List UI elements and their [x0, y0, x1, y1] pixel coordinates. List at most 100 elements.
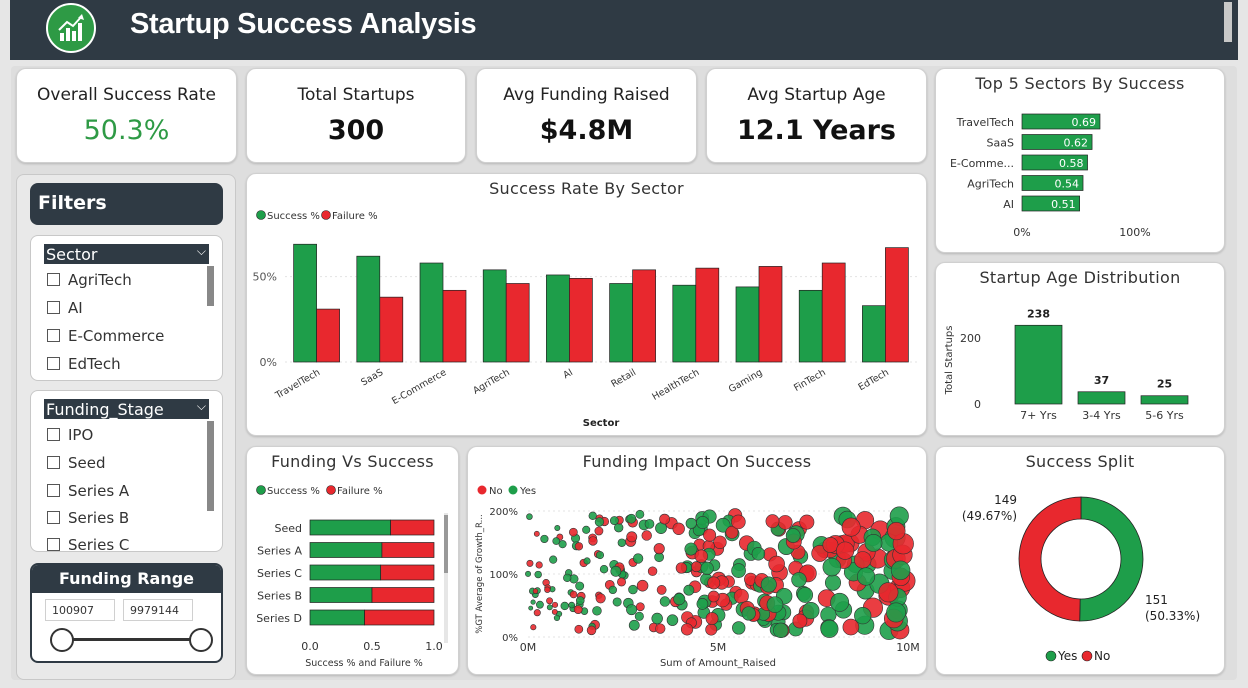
- checkbox[interactable]: [47, 428, 60, 441]
- slicer-label: Sector: [46, 245, 98, 264]
- y-tick-label: 0%: [502, 633, 518, 644]
- bar-failure: [316, 308, 340, 363]
- scatter-point: [768, 555, 785, 573]
- range-min-handle[interactable]: [50, 628, 74, 652]
- kpi-label: Overall Success Rate: [37, 85, 216, 105]
- scatter-point: [785, 528, 801, 543]
- bar-success: [862, 305, 886, 363]
- scatter-point: [533, 530, 540, 537]
- legend-label-success: Success %: [267, 211, 320, 222]
- slicer-item-label: Seed: [68, 454, 106, 472]
- scatter-point: [773, 622, 789, 639]
- slicer-item[interactable]: AgriTech: [47, 271, 132, 291]
- checkbox[interactable]: [47, 484, 60, 497]
- legend-label-failure: Failure %: [332, 211, 378, 222]
- scatter-point: [822, 557, 842, 577]
- scatter-point: [751, 547, 766, 561]
- kpi-card-avg-funding: Avg Funding Raised $4.8M: [476, 68, 697, 163]
- scatter-point: [612, 597, 622, 607]
- x-tick-label: 0M: [520, 641, 537, 654]
- slicer-item[interactable]: IPO: [47, 426, 93, 446]
- scatter-point: [887, 522, 906, 541]
- scatter-point: [760, 576, 777, 593]
- sector-slicer[interactable]: Sector ⌵ AgriTech AI E-Commerce EdTech: [30, 235, 223, 381]
- sector-slicer-header[interactable]: Sector ⌵: [44, 244, 209, 264]
- scatter-point: [569, 590, 578, 599]
- chevron-down-icon[interactable]: ⌵: [196, 399, 206, 413]
- checkbox[interactable]: [47, 456, 60, 469]
- slicer-item[interactable]: Series C: [47, 536, 129, 551]
- legend-label-yes: Yes: [1057, 649, 1077, 663]
- y-axis-title: %GT Average of Growth_R...: [475, 514, 485, 633]
- x-axis-title: Sector: [583, 418, 620, 429]
- scatter-point: [575, 581, 585, 591]
- x-tick-label: 3-4 Yrs: [1082, 409, 1121, 422]
- slicer-item[interactable]: Series B: [47, 509, 129, 529]
- checkbox[interactable]: [47, 511, 60, 524]
- legend-marker-no: [1081, 650, 1093, 662]
- slicer-item[interactable]: Series A: [47, 482, 129, 502]
- chevron-down-icon[interactable]: ⌵: [196, 244, 206, 258]
- scatter-point: [705, 612, 719, 625]
- scrollbar[interactable]: [1224, 2, 1232, 42]
- checkbox[interactable]: [47, 329, 60, 342]
- range-max-handle[interactable]: [189, 628, 213, 652]
- scatter-point: [731, 563, 746, 578]
- bar-success: [546, 274, 570, 363]
- scatter-point: [655, 623, 666, 634]
- scatter-point: [856, 567, 876, 586]
- kpi-card-avg-age: Avg Startup Age 12.1 Years: [706, 68, 927, 163]
- page-title: Startup Success Analysis: [130, 8, 477, 40]
- range-max-input[interactable]: 9979144: [123, 599, 193, 621]
- slicer-item[interactable]: Seed: [47, 454, 106, 474]
- scatter-point: [526, 559, 534, 567]
- bar-success: [735, 286, 760, 363]
- checkbox[interactable]: [47, 538, 60, 551]
- slicer-item[interactable]: AI: [47, 299, 83, 319]
- slicer-item[interactable]: EdTech: [47, 355, 121, 375]
- checkbox[interactable]: [47, 357, 60, 370]
- funding-stage-slicer[interactable]: Funding_Stage ⌵ IPO Seed Series A Series…: [30, 390, 223, 552]
- scatter-point: [608, 585, 617, 595]
- bar-failure: [381, 542, 435, 558]
- scatter-point: [731, 514, 746, 530]
- scatter-point: [595, 593, 606, 604]
- legend-marker-yes: [508, 485, 518, 495]
- scatter-point: [528, 605, 534, 611]
- scatter-point: [628, 584, 638, 595]
- slicer-scrollbar[interactable]: [207, 421, 214, 511]
- slicer-scrollbar[interactable]: [207, 266, 214, 306]
- y-tick-label: 0: [974, 398, 981, 411]
- scatter-point: [574, 624, 584, 634]
- slicer-item-label: E-Commerce: [68, 327, 165, 345]
- x-tick-label: FinTech: [792, 367, 828, 394]
- scatter-point: [594, 517, 605, 527]
- x-tick-label: EdTech: [857, 367, 891, 393]
- scatter-point: [705, 623, 718, 636]
- success-split-card: Success Split 151 (50.33%) 149 (49.67%) Yes N…: [935, 446, 1225, 675]
- scatter-point: [651, 612, 663, 625]
- funding-stage-slicer-header[interactable]: Funding_Stage ⌵: [44, 399, 209, 419]
- bar-success: [419, 262, 444, 363]
- bar: [1077, 391, 1126, 405]
- legend-label-no: No: [489, 486, 503, 497]
- x-tick-label: 5M: [710, 641, 727, 654]
- checkbox[interactable]: [47, 273, 60, 286]
- scatter-point: [732, 621, 746, 635]
- bar-failure: [379, 296, 404, 363]
- scatter-point: [526, 513, 533, 520]
- funding-vs-success-card: Funding Vs Success Success % Failure % See…: [246, 446, 459, 675]
- bar: [1140, 395, 1189, 405]
- legend-marker-failure: [326, 485, 336, 495]
- scatter-point: [536, 600, 544, 609]
- checkbox[interactable]: [47, 301, 60, 314]
- range-track[interactable]: [62, 638, 202, 641]
- legend-label-yes: Yes: [519, 486, 536, 497]
- scatter-point: [534, 570, 542, 579]
- slicer-item[interactable]: E-Commerce: [47, 327, 164, 347]
- range-min-input[interactable]: 100907: [45, 599, 115, 621]
- slicer-item-label: EdTech: [68, 355, 121, 373]
- y-tick-label: Series A: [257, 545, 302, 558]
- scatter-point: [626, 531, 638, 543]
- y-tick-label: 50%: [253, 271, 277, 284]
